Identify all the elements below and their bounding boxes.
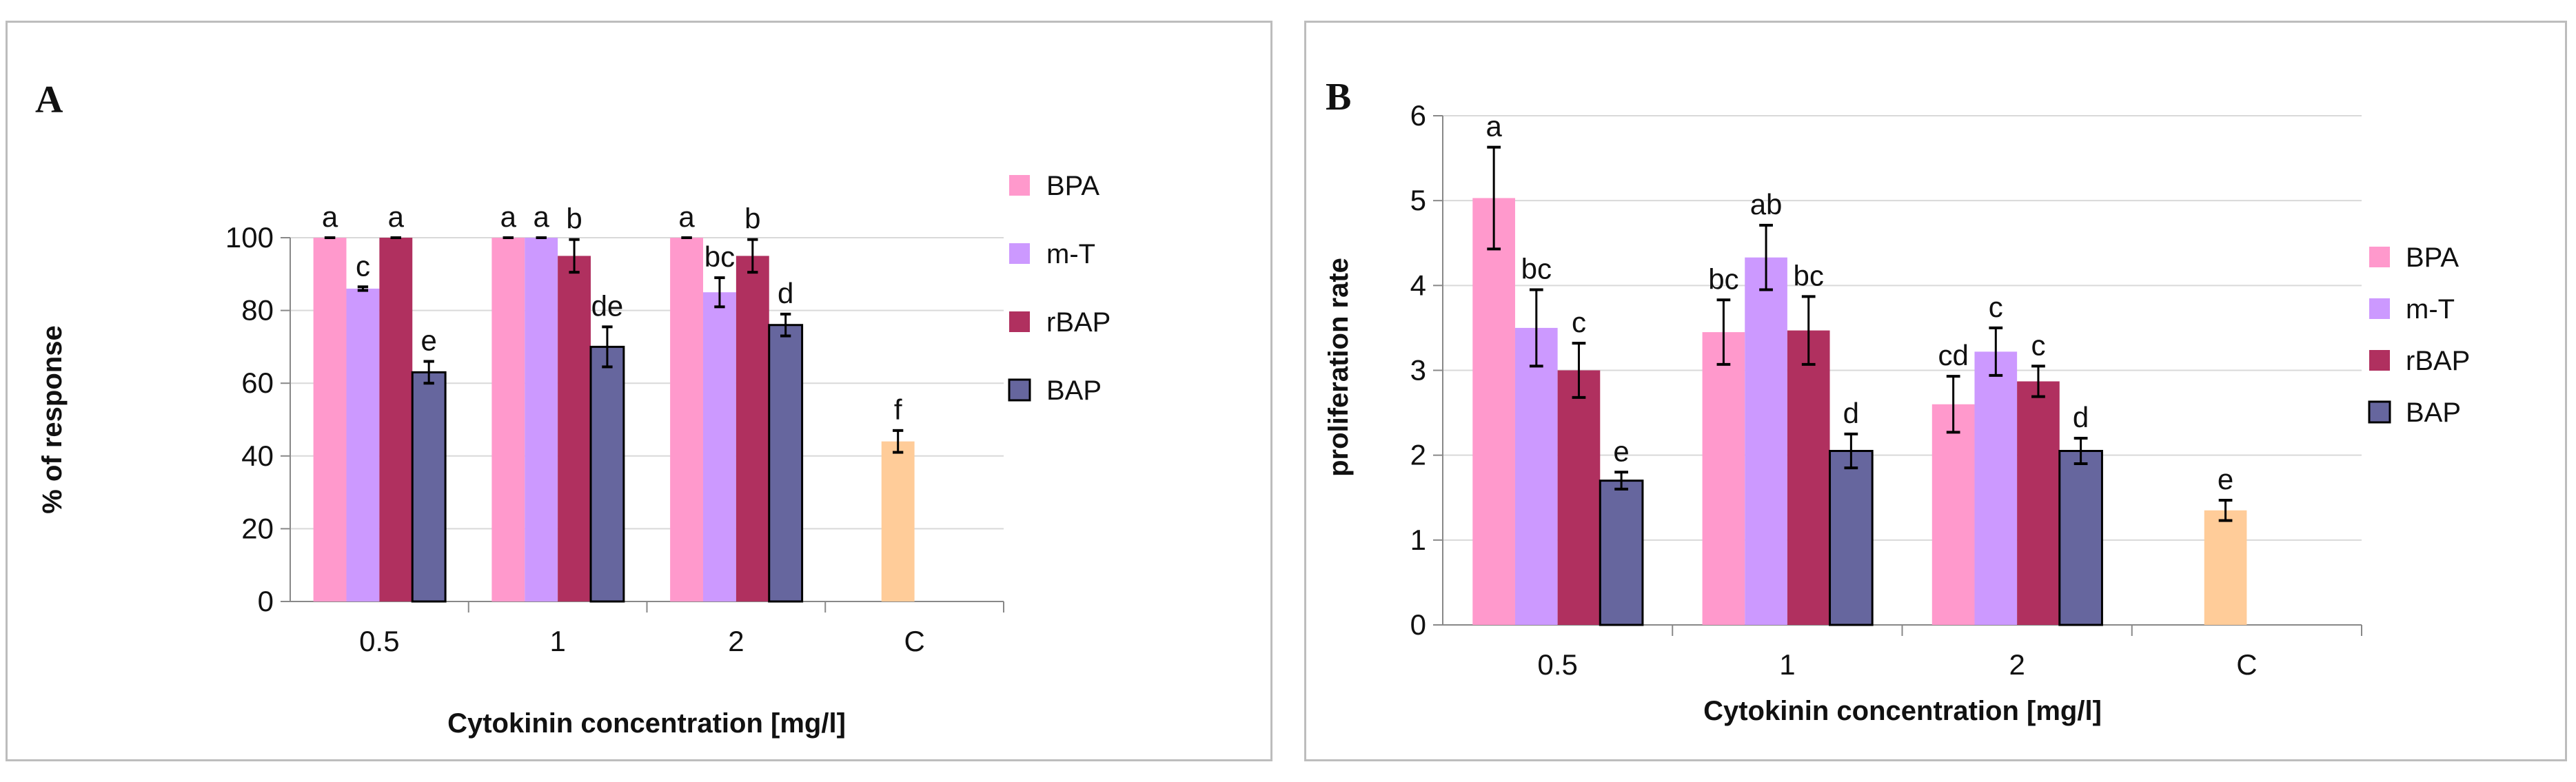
chart-a-panel-letter: A: [35, 79, 63, 121]
chart-b-bap-0-significance-letter: e: [1613, 435, 1629, 467]
chart-a-bpa-0-bar: [313, 238, 347, 601]
chart-b-legend-label: BAP: [2406, 398, 2461, 428]
chart-a-mt-2-bar: [703, 292, 736, 601]
chart-b-x-tick-label: 2: [2009, 648, 2025, 681]
chart-a-rbap-0-bar: [379, 238, 413, 601]
chart-b-rbap-2-bar: [2017, 381, 2060, 625]
chart-a-bap-0-significance-letter: e: [420, 325, 436, 357]
chart-a-legend-label: BPA: [1046, 171, 1099, 201]
chart-a-y-tick-label: 60: [241, 367, 274, 399]
chart-b-y-tick-label: 5: [1410, 184, 1426, 216]
chart-a-mt-1-significance-letter: a: [534, 200, 550, 233]
chart-a-legend-swatch: [1008, 378, 1031, 402]
chart-a-control-significance-letter: f: [894, 393, 902, 426]
chart-a-y-tick-label: 40: [241, 440, 274, 472]
chart-b-rbap-0-significance-letter: c: [1572, 306, 1586, 338]
chart-a-bap-2-significance-letter: d: [778, 277, 793, 309]
chart-b-y-tick-label: 4: [1410, 269, 1426, 301]
chart-b-legend-label: BPA: [2406, 243, 2459, 273]
chart-b-x-tick-label: 1: [1779, 648, 1795, 681]
chart-b-bap-1-bar: [1829, 450, 1874, 626]
chart-b-rbap-0-bar: [1557, 370, 1601, 625]
chart-b-x-tick-label: C: [2236, 648, 2257, 681]
chart-a-bap-2-bar: [768, 324, 804, 603]
chart-a-legend-label: BAP: [1046, 375, 1102, 406]
chart-b-control-significance-letter: e: [2218, 463, 2233, 495]
chart-a-bap-1-significance-letter: de: [591, 289, 624, 322]
chart-a-legend-swatch: [1009, 311, 1030, 332]
chart-b-mt-1-bar: [1745, 257, 1787, 625]
chart-a-mt-2-significance-letter: bc: [704, 240, 735, 273]
chart-b-rbap-1-bar: [1787, 330, 1830, 625]
chart-b-bpa-2-significance-letter: cd: [1938, 339, 1968, 371]
chart-a-x-tick-label: 0.5: [359, 625, 399, 657]
chart-b-y-tick-label: 1: [1410, 524, 1426, 556]
chart-a-y-tick-label: 100: [225, 221, 274, 254]
chart-b-y-tick-label: 2: [1410, 439, 1426, 471]
chart-a-legend-swatch: [1009, 175, 1030, 196]
chart-a-mt-1-bar: [525, 238, 558, 601]
chart-b-bpa-0-significance-letter: a: [1485, 110, 1502, 143]
chart-a-y-tick-label: 20: [241, 512, 274, 544]
chart-b-bap-1-significance-letter: d: [1843, 397, 1859, 429]
chart-b-x-axis-title: Cytokinin concentration [mg/l]: [1703, 696, 2102, 726]
chart-a-control-bar: [881, 441, 915, 601]
chart-a-bpa-1-significance-letter: a: [500, 200, 517, 233]
chart-a-y-tick-label: 0: [258, 585, 274, 617]
chart-b-legend-swatch: [2369, 298, 2390, 319]
chart-b-y-tick-label: 6: [1410, 99, 1426, 132]
chart-b-bap-2-bar: [2058, 450, 2103, 626]
chart-a-legend-label: rBAP: [1046, 307, 1110, 338]
chart-a-mt-0-significance-letter: c: [356, 249, 370, 282]
chart-b-bap-0-bar: [1599, 480, 1644, 626]
chart-a-mt-0-bar: [346, 288, 380, 601]
chart-b-legend-swatch: [2369, 350, 2390, 371]
chart-a-bap-1-bar: [589, 345, 625, 603]
chart-a-x-tick-label: 2: [728, 625, 744, 657]
chart-a-bap-0-bar: [411, 371, 447, 603]
chart-a-bpa-1-bar: [491, 238, 525, 601]
chart-b-bpa-0-bar: [1472, 198, 1515, 625]
chart-b-legend-swatch: [2368, 400, 2391, 424]
chart-b-bpa-1-significance-letter: bc: [1708, 263, 1738, 295]
chart-b-y-tick-label: 3: [1410, 354, 1426, 387]
chart-b-rbap-1-significance-letter: bc: [1794, 259, 1824, 291]
chart-b-control-bar: [2204, 510, 2247, 625]
chart-a-bpa-2-bar: [670, 238, 704, 601]
chart-b-y-axis-title: proliferation rate: [1324, 258, 1354, 477]
chart-b-y-tick-label: 0: [1410, 608, 1426, 641]
chart-a-y-axis-title: % of response: [37, 325, 68, 513]
chart-a-bpa-0-significance-letter: a: [322, 200, 338, 233]
chart-b-legend-label: rBAP: [2406, 346, 2470, 376]
chart-b-mt-0-bar: [1514, 327, 1558, 625]
chart-a-rbap-1-significance-letter: b: [566, 203, 582, 235]
chart-b-bap-2-significance-letter: d: [2073, 401, 2089, 433]
chart-a-x-tick-label: 1: [549, 625, 565, 657]
chart-b-panel-letter: B: [1326, 76, 1351, 119]
chart-a-x-tick-label: C: [904, 625, 924, 657]
chart-b-mt-2-significance-letter: c: [1989, 291, 2003, 323]
chart-a-bpa-2-significance-letter: a: [678, 200, 695, 233]
chart-b-x-tick-label: 0.5: [1537, 648, 1577, 681]
chart-a-rbap-1-bar: [558, 256, 591, 601]
chart-b-rbap-2-significance-letter: c: [2031, 329, 2045, 361]
chart-b-mt-0-significance-letter: bc: [1521, 252, 1552, 285]
chart-a-legend-label: m-T: [1046, 239, 1095, 269]
chart-a-rbap-2-significance-letter: b: [744, 203, 760, 235]
chart-a-legend-swatch: [1009, 243, 1030, 264]
chart-b-mt-1-significance-letter: ab: [1750, 188, 1783, 220]
chart-a-y-tick-label: 80: [241, 294, 274, 327]
chart-b-mt-2-bar: [1974, 351, 2018, 625]
chart-a-rbap-2-bar: [736, 256, 769, 601]
chart-b-legend-swatch: [2369, 247, 2390, 267]
chart-b-bpa-1-bar: [1702, 332, 1745, 625]
chart-b-legend-label: m-T: [2406, 294, 2455, 325]
chart-a-x-axis-title: Cytokinin concentration [mg/l]: [447, 708, 846, 739]
chart-a-rbap-0-significance-letter: a: [388, 200, 405, 233]
chart-b-bpa-2-bar: [1931, 404, 1975, 625]
